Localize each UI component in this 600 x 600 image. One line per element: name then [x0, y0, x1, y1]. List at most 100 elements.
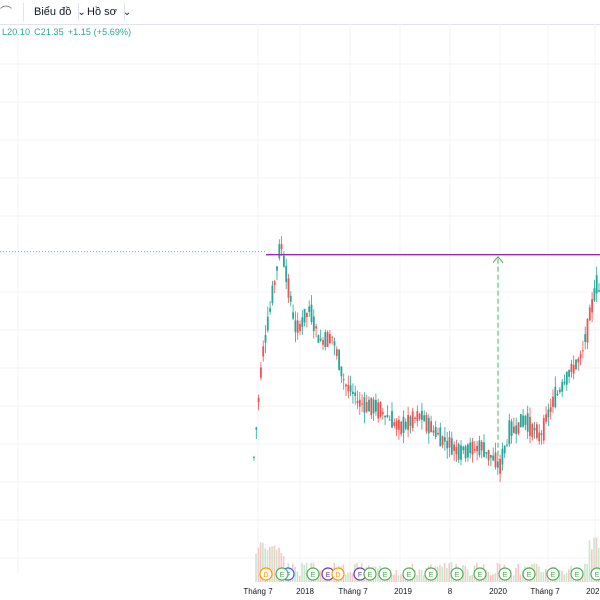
candle-body — [524, 415, 527, 425]
candle-body — [402, 416, 405, 433]
candle-body — [317, 335, 320, 343]
volume-bar — [597, 547, 600, 582]
candle-body — [513, 426, 515, 433]
x-axis-label: 8 — [448, 587, 453, 596]
candle-body — [529, 416, 531, 437]
candle-body — [492, 455, 495, 461]
candle-body — [349, 385, 352, 392]
event-marker-label: E — [407, 572, 412, 579]
volume-bar — [416, 574, 418, 582]
profile-menu-button[interactable]: Hồ sơ ⌄ — [87, 0, 131, 24]
chart-menu-button[interactable]: Biểu đồ ⌄ — [34, 0, 86, 24]
volume-bar — [441, 567, 444, 582]
candle-body — [299, 324, 301, 332]
candle-body — [595, 275, 598, 294]
candle-body — [322, 340, 324, 345]
volume-bar — [262, 542, 264, 582]
candle-body — [448, 437, 451, 448]
volume-bar — [443, 562, 446, 582]
candle-body — [264, 335, 267, 343]
candle-body — [418, 413, 421, 420]
legend-change: +1.15 (+5.69%) — [67, 27, 132, 37]
candle-body — [457, 443, 460, 460]
candle-body — [526, 413, 529, 432]
volume-bar — [538, 566, 540, 582]
undo-icon[interactable]: ⌒ — [0, 5, 13, 19]
x-axis-label: Tháng 7 — [243, 587, 273, 596]
candle-body — [423, 415, 426, 421]
x-axis-label: 2019 — [394, 587, 412, 596]
candle-body — [478, 440, 481, 456]
candle-body — [414, 417, 416, 420]
volume-bar — [400, 574, 402, 582]
candle-body — [400, 421, 403, 435]
candle-body — [561, 381, 564, 392]
candle-body — [347, 384, 350, 392]
candle-body — [584, 334, 587, 343]
candle-body — [278, 244, 281, 259]
candle-body — [303, 308, 306, 323]
candle-body — [559, 389, 561, 393]
volume-bar — [319, 570, 322, 582]
event-marker-circle — [378, 567, 392, 581]
event-marker-circle — [363, 567, 377, 581]
candle-body — [506, 444, 508, 446]
volume-bar — [512, 575, 515, 582]
candle-body — [395, 420, 398, 430]
volume-bar — [259, 542, 262, 582]
x-axis-label: 2020 — [489, 587, 507, 596]
candle-body — [556, 394, 559, 396]
volume-bar — [561, 571, 563, 582]
candle-body — [262, 346, 265, 357]
candle-body — [593, 288, 596, 301]
candle-body — [266, 316, 269, 331]
candle-body — [393, 422, 396, 426]
candle-body — [324, 332, 327, 348]
candle-body — [499, 458, 501, 474]
volume-bar — [545, 568, 547, 582]
volume-bar — [269, 546, 271, 582]
candle-body — [260, 367, 262, 378]
candle-body — [480, 441, 483, 451]
candle-body — [588, 307, 591, 321]
candle-body — [575, 359, 577, 370]
volume-bar — [423, 575, 425, 582]
x-axis-label: 2021 — [586, 587, 600, 596]
candle-body — [579, 354, 582, 359]
volume-bar — [402, 574, 404, 582]
candle-body — [552, 396, 554, 407]
volume-bar — [540, 572, 542, 582]
event-marker-label: D — [263, 572, 268, 579]
candle-body — [432, 430, 435, 433]
candle-body — [430, 421, 432, 433]
candle-body — [384, 415, 386, 418]
candle-body — [280, 244, 283, 250]
candle-body — [273, 281, 276, 286]
candle-body — [411, 411, 414, 428]
event-marker-label: F — [358, 572, 362, 579]
candle-body — [289, 295, 292, 302]
candle-body — [494, 452, 497, 468]
volume-bar — [563, 574, 565, 582]
event-marker-label: E — [551, 572, 556, 579]
candle-body — [577, 358, 580, 363]
candle-body — [508, 420, 511, 445]
candle-body — [319, 338, 322, 341]
candle-body — [501, 448, 504, 465]
candle-body — [540, 433, 543, 435]
toolbar-divider — [23, 3, 24, 21]
candle-body — [515, 425, 518, 435]
volume-bar — [510, 575, 513, 582]
event-marker-label: E — [503, 572, 508, 579]
candle-body — [522, 415, 524, 427]
event-marker-label: E — [455, 572, 460, 579]
candle-body — [391, 411, 393, 428]
volume-bar — [565, 572, 568, 582]
volume-bar — [301, 562, 303, 582]
projection-arrow-head — [492, 255, 504, 263]
candle-body — [568, 370, 570, 377]
candle-body — [547, 409, 550, 418]
volume-bar — [266, 549, 269, 582]
candle-body — [444, 437, 446, 442]
